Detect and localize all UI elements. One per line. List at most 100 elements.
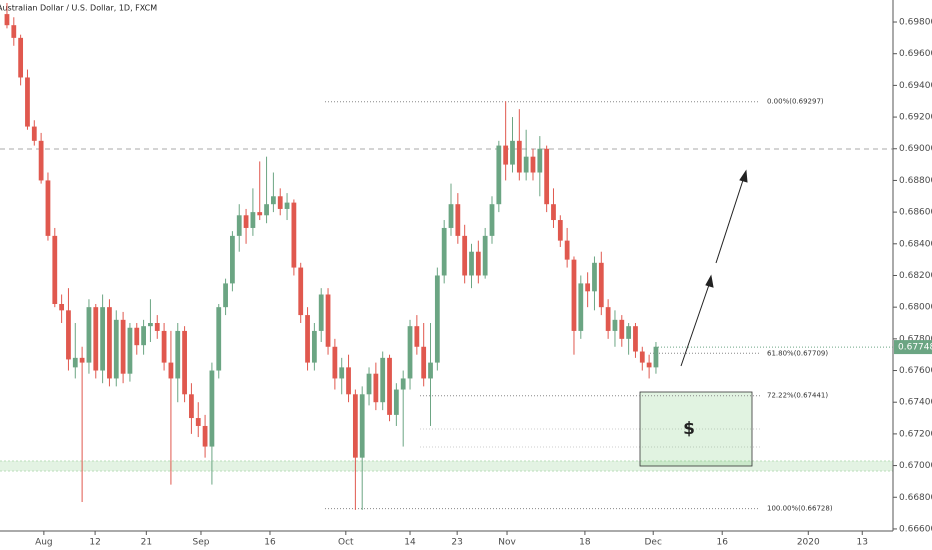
candle-body [72, 357, 78, 368]
candle-body [250, 212, 256, 228]
candle-body [380, 357, 386, 403]
candle-body [441, 227, 447, 276]
candle-body [551, 204, 556, 221]
candle-body [11, 25, 17, 38]
y-tick-label: 0.66600 [899, 524, 932, 534]
candle-body [161, 330, 167, 363]
candle-body [175, 330, 181, 379]
candle-body [195, 418, 201, 426]
candle-body [605, 307, 611, 331]
candle-body [592, 262, 597, 292]
candle-body [100, 307, 105, 371]
candle-body [189, 394, 194, 419]
x-tick-label: 16 [716, 538, 728, 548]
candle-body [325, 294, 331, 347]
candle-body [366, 373, 372, 395]
candle-body [318, 294, 324, 331]
candle-body [414, 326, 420, 347]
candle-body [598, 262, 604, 308]
candle-body [516, 140, 522, 173]
candle-body [107, 307, 112, 379]
fib-label: 61.80%(0.67709) [767, 349, 828, 357]
candle-body [346, 367, 351, 395]
candle-body [537, 148, 543, 173]
support-zone [0, 461, 893, 471]
candle-body [4, 14, 10, 26]
candle-body [653, 346, 659, 368]
candle-body [120, 319, 126, 374]
candle-body [564, 240, 570, 260]
candle-body [202, 425, 208, 447]
candle-body [216, 307, 222, 371]
candle-body [236, 215, 242, 236]
fib-label: 100.00%(0.66728) [767, 505, 833, 513]
candle-body [182, 330, 187, 395]
candle-body [482, 235, 488, 276]
candle-body [421, 346, 427, 379]
candle-body [359, 394, 365, 458]
candle-body [18, 37, 24, 78]
candle-body [496, 145, 502, 205]
candle-body [462, 235, 468, 276]
candle-body [230, 235, 235, 284]
candle-body [407, 326, 413, 379]
candle-body [475, 251, 481, 276]
candle-body [243, 215, 249, 228]
x-tick-label: Sep [192, 538, 209, 548]
candle-body [141, 326, 146, 346]
x-tick-label: 21 [141, 538, 152, 548]
candle-body [373, 373, 379, 403]
candle-body [154, 323, 160, 331]
candle-body [264, 204, 269, 216]
candle-body [400, 378, 406, 390]
candle-body [639, 351, 645, 363]
candle-body [503, 145, 509, 165]
candle-body [393, 389, 399, 415]
x-tick-label: Dec [645, 538, 662, 548]
candle-body [585, 283, 591, 292]
candle-body [52, 235, 58, 304]
candle-body [257, 212, 263, 216]
candle-body [86, 307, 92, 363]
candle-body [298, 267, 304, 316]
x-tick-label: 14 [404, 538, 416, 548]
candle-body [66, 310, 71, 360]
candle-body [557, 220, 563, 241]
candle-body [25, 77, 30, 127]
candle-body [305, 315, 310, 363]
candle-body [45, 180, 51, 236]
candle-body [93, 307, 99, 371]
candle-body [530, 156, 536, 173]
candle-body [455, 204, 461, 236]
x-tick-label: Aug [35, 538, 53, 548]
fib-label: 72.22%(0.67441) [767, 392, 828, 400]
arrows [680, 169, 748, 367]
candle-body [271, 196, 276, 205]
candle-body [646, 362, 652, 368]
last-price-label: 0.67748 [898, 343, 932, 353]
candle-body [578, 283, 584, 331]
candle-body [209, 370, 215, 447]
candle-body [469, 251, 474, 276]
candle-body [510, 140, 515, 165]
candle-body [284, 202, 290, 209]
candle-body [113, 319, 119, 379]
candle-body [291, 202, 297, 268]
candle-body [626, 326, 632, 339]
candle-body [428, 362, 433, 379]
candle-body [332, 346, 338, 379]
candle-body [134, 327, 140, 346]
